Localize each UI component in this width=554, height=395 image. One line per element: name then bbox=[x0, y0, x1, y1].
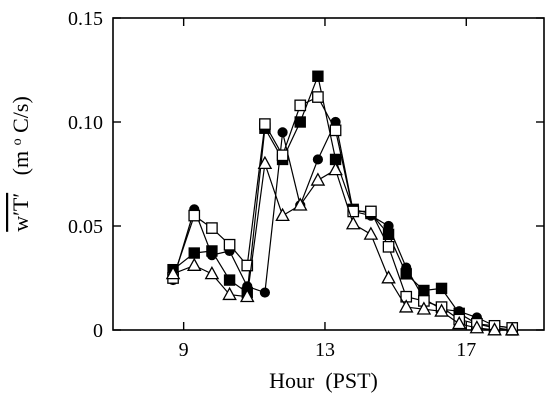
marker-open-square bbox=[365, 205, 377, 218]
marker-open-square bbox=[241, 259, 254, 272]
marker-open-triangle bbox=[204, 265, 220, 280]
marker-open-triangle bbox=[165, 265, 181, 280]
marker-open-triangle bbox=[487, 322, 502, 336]
marker-open-triangle bbox=[275, 207, 290, 222]
marker-open-triangle bbox=[186, 257, 202, 271]
marker-open-triangle bbox=[451, 315, 467, 330]
y-tick-label: 0.15 bbox=[68, 8, 103, 30]
series-line bbox=[172, 120, 513, 329]
series-line bbox=[172, 74, 513, 331]
y-axis-label-main: w′T′ bbox=[8, 193, 33, 232]
y-axis-label-unit-pre: (m bbox=[8, 145, 33, 175]
marker-filled-square bbox=[418, 284, 430, 297]
marker-open-triangle bbox=[504, 322, 520, 336]
marker-open-triangle bbox=[434, 303, 449, 317]
series-open-triangle bbox=[165, 155, 520, 336]
marker-filled-circle bbox=[259, 287, 271, 298]
marker-open-triangle bbox=[345, 216, 361, 230]
x-tick-label: 13 bbox=[315, 339, 335, 361]
series-open-square bbox=[167, 91, 519, 334]
marker-open-triangle bbox=[398, 299, 414, 313]
marker-filled-square bbox=[206, 245, 218, 257]
marker-open-triangle bbox=[310, 172, 326, 186]
series-layer bbox=[165, 70, 520, 336]
axis-ticks bbox=[113, 17, 544, 331]
marker-filled-square bbox=[223, 274, 236, 286]
marker-open-square bbox=[294, 99, 307, 112]
marker-filled-square bbox=[400, 268, 412, 280]
marker-open-square bbox=[329, 124, 342, 137]
x-tick-label: 17 bbox=[456, 339, 476, 361]
marker-open-square bbox=[223, 238, 236, 251]
marker-filled-circle bbox=[277, 127, 288, 138]
y-tick-label: 0.05 bbox=[68, 216, 103, 238]
plot-frame bbox=[112, 17, 545, 331]
series-filled-circle bbox=[167, 116, 518, 334]
series-filled-square bbox=[167, 70, 518, 336]
marker-open-square bbox=[259, 118, 271, 130]
marker-open-square bbox=[312, 91, 324, 103]
marker-open-triangle bbox=[469, 320, 485, 334]
marker-open-square bbox=[206, 222, 218, 234]
marker-open-triangle bbox=[257, 155, 273, 170]
x-tick-label: 9 bbox=[179, 339, 189, 361]
marker-filled-square bbox=[188, 247, 200, 259]
series-line bbox=[172, 96, 513, 329]
y-axis-label-unit-post: C/s) bbox=[8, 96, 33, 133]
marker-open-triangle bbox=[363, 226, 379, 240]
y-axis-label-unit-sup: o bbox=[10, 138, 25, 145]
y-tick-label: 0.10 bbox=[68, 112, 103, 134]
marker-open-square bbox=[276, 149, 289, 162]
marker-open-triangle bbox=[292, 197, 308, 211]
tick-labels: 9 13 17 0 0.05 0.10 0.15 bbox=[68, 8, 476, 361]
y-axis-label: w′T′ (m o C/s) bbox=[1, 96, 33, 232]
marker-filled-square bbox=[312, 70, 324, 82]
marker-open-triangle bbox=[222, 286, 237, 301]
marker-open-triangle bbox=[328, 161, 343, 176]
x-axis-label: Hour (PST) bbox=[269, 368, 378, 393]
marker-filled-square bbox=[382, 228, 395, 241]
marker-filled-circle bbox=[312, 154, 324, 165]
marker-open-square bbox=[188, 209, 201, 222]
marker-open-triangle bbox=[239, 288, 255, 303]
y-tick-label: 0 bbox=[93, 320, 103, 342]
marker-filled-square bbox=[294, 116, 306, 128]
marker-open-triangle bbox=[416, 301, 432, 315]
marker-open-triangle bbox=[381, 270, 396, 284]
marker-open-square bbox=[382, 240, 395, 253]
marker-filled-square bbox=[435, 282, 448, 295]
